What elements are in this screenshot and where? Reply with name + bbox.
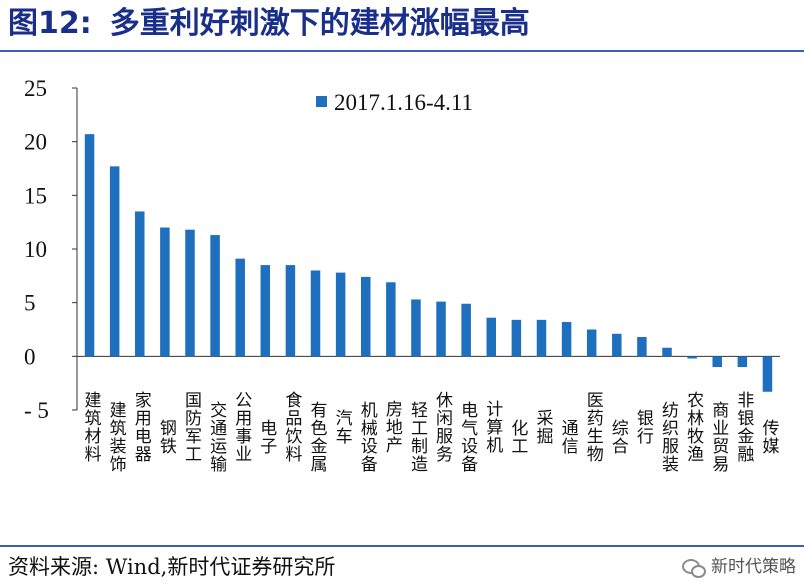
x-tick-label: 传媒 [758, 419, 779, 455]
x-tick-label: 建筑装饰 [106, 401, 127, 473]
bar [536, 319, 547, 357]
bar [737, 356, 748, 368]
x-tick-label: 轻工制造 [407, 401, 428, 473]
bar [185, 229, 195, 357]
footer-rule [0, 545, 804, 547]
bar [386, 282, 396, 357]
legend-label: 2017.1.16-4.11 [334, 90, 473, 115]
bar [260, 265, 271, 357]
x-tick-label: 医药生物 [583, 391, 604, 463]
bar-chart: 2520151050- 5 建筑材料 建筑装饰 家用电器 钢铁 国防军工 交通运输 公用事业电… [24, 76, 780, 473]
x-tick-label: 化工 [507, 419, 528, 455]
y-tick-label: 0 [24, 344, 36, 369]
source-note: 资料来源: Wind,新时代证券研究所 [8, 555, 336, 579]
bar [612, 333, 622, 357]
bar [486, 317, 497, 357]
x-tick-label: 家用电器 [131, 391, 152, 463]
bar [687, 356, 697, 359]
x-tick-label: 银行 [633, 409, 654, 445]
chart-title: 图12: 多重利好刺激下的建材涨幅最高 [8, 2, 798, 46]
bar [160, 227, 170, 357]
x-tick-label: 食品饮料 [281, 391, 302, 463]
x-tick-label: 机械设备 [357, 401, 378, 473]
x-tick-label: 建筑材料 [81, 391, 102, 463]
x-tick-label: 农林牧渔 [683, 391, 704, 463]
bar [662, 347, 672, 357]
title-text: 多重利好刺激下的建材涨幅最高 [109, 6, 530, 41]
watermark: 新时代策略 [682, 551, 796, 583]
y-tick-label: 10 [24, 237, 47, 262]
bar [436, 301, 446, 357]
bar [360, 276, 371, 357]
bar [637, 337, 647, 357]
x-tick-label: 纺织服装 [658, 401, 679, 473]
watermark-text: 新时代策略 [711, 557, 796, 577]
x-tick-label: 公用事业 [231, 391, 252, 463]
y-tick-label: 15 [24, 183, 47, 208]
x-tick-label: 商业贸易 [708, 401, 729, 473]
x-tick-label: 非银金融 [733, 391, 754, 463]
x-tick-label: 计算机 [482, 400, 503, 454]
bar [461, 303, 471, 357]
y-tick-label: 20 [24, 130, 47, 155]
legend-swatch [316, 96, 327, 107]
x-tick-label: 电子 [256, 419, 277, 455]
bar [561, 321, 572, 357]
bar [135, 211, 145, 357]
title-rule [0, 50, 804, 52]
x-tick-label: 休闲服务 [432, 391, 453, 463]
bar [310, 270, 321, 357]
y-tick-label: 25 [24, 76, 47, 101]
bar [762, 356, 773, 392]
x-tick-label: 交通运输 [206, 401, 227, 473]
y-tick-label: - 5 [24, 398, 49, 423]
bar [586, 329, 597, 357]
x-tick-label: 综合 [608, 419, 629, 455]
figure-label: 图12: [8, 6, 92, 41]
x-tick-label: 通信 [558, 419, 579, 455]
x-tick-label: 电气设备 [457, 401, 478, 473]
bar [84, 134, 95, 357]
bar [712, 356, 722, 368]
x-tick-label: 汽车 [332, 409, 353, 445]
bar [235, 258, 245, 357]
wechat-icon [682, 558, 706, 578]
bar [511, 319, 522, 357]
bar [210, 235, 220, 357]
bar [109, 166, 120, 357]
x-tick-label: 国防军工 [181, 391, 202, 463]
x-tick-label: 采掘 [532, 409, 553, 445]
x-tick-label: 钢铁 [156, 419, 177, 455]
bar [335, 272, 346, 357]
x-tick-label: 有色金属 [307, 401, 328, 473]
bar [285, 265, 296, 357]
bar [411, 299, 421, 357]
x-tick-label: 房地产 [382, 400, 403, 454]
y-tick-label: 5 [24, 291, 36, 316]
